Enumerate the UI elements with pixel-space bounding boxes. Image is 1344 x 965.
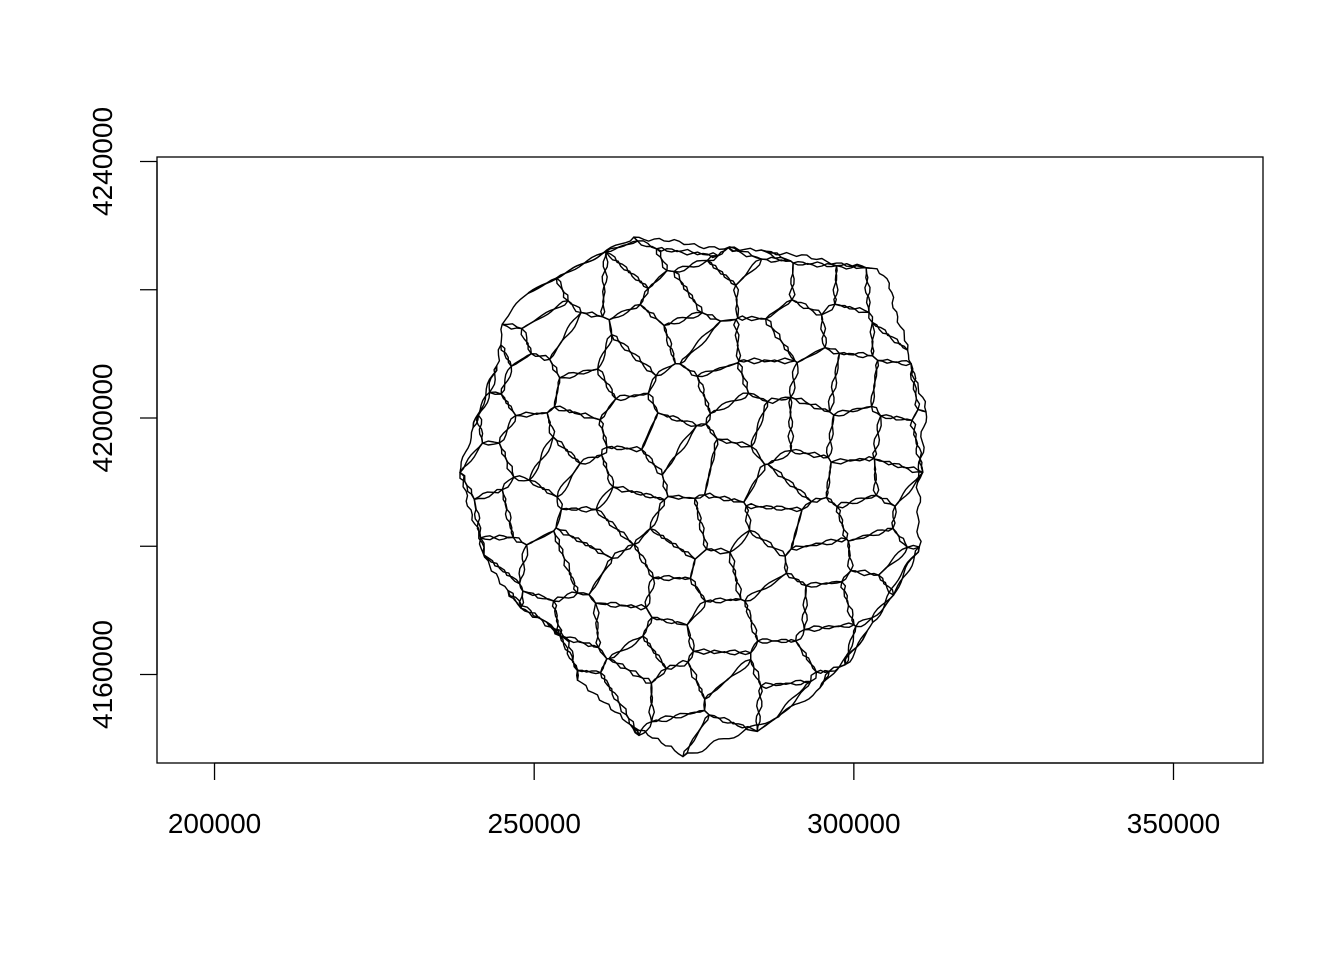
catchment-polygon (498, 411, 556, 481)
catchment-polygon (552, 591, 600, 649)
catchment-polygon (521, 300, 582, 360)
y-tick-label: 4240000 (87, 107, 118, 216)
catchment-polygon (788, 346, 841, 413)
catchment-polygon (802, 581, 855, 631)
catchment-polygon (661, 423, 718, 500)
catchment-polygon (765, 299, 827, 364)
catchment-polygon (828, 351, 880, 416)
catchment-polygon (820, 303, 874, 359)
catchment-polygon (871, 545, 921, 623)
catchment-polygon (598, 392, 659, 453)
catchment-polygon (750, 638, 818, 687)
x-tick-label: 300000 (807, 808, 900, 839)
catchment-polygon (873, 458, 924, 507)
catchment-polygon (840, 570, 895, 628)
catchment-polygon (597, 334, 657, 402)
y-tick-label: 4160000 (87, 620, 118, 729)
catchment-polygon (546, 406, 608, 465)
catchment-polygon (546, 621, 579, 681)
catchment-polygon (556, 454, 615, 513)
y-axis: 4160000 4200000 4240000 (87, 107, 158, 729)
catchment-polygon (608, 303, 677, 377)
catchment-polygon (733, 258, 796, 322)
catchment-polygon (601, 251, 650, 321)
catchment-polygon (649, 494, 708, 560)
catchment-polygon (641, 412, 698, 476)
catchment-polygon (891, 471, 924, 550)
catchment-polygon (599, 658, 655, 737)
catchment-polygon (559, 635, 608, 674)
catchment-polygons (459, 236, 928, 758)
catchment-polygon (642, 616, 695, 670)
catchment-polygon (693, 494, 751, 553)
catchment-polygon (819, 630, 868, 689)
catchment-polygon (827, 405, 882, 463)
catchment-polygon (784, 537, 852, 587)
catchment-polygon (459, 414, 484, 474)
catchment-polygon (689, 548, 742, 603)
catchment-polygon (743, 463, 813, 511)
catchment-polygon (734, 315, 796, 365)
catchment-polygon (729, 529, 788, 602)
catchment-polygon (549, 311, 613, 379)
catchment-polygon (871, 321, 912, 365)
catchment-polygon (836, 494, 896, 542)
catchment-polygon (703, 438, 766, 503)
catchment-polygon (500, 323, 532, 367)
catchment-polygon (605, 240, 668, 290)
catchment-polygon (877, 544, 920, 596)
x-tick-label: 350000 (1127, 808, 1220, 839)
catchment-polygon (776, 669, 830, 718)
catchment-polygon (555, 250, 608, 318)
catchment-polygon (553, 368, 617, 421)
catchment-polygon (472, 365, 498, 429)
catchment-polygon (459, 471, 486, 558)
catchment-polygon (788, 261, 839, 316)
catchment-polygon (479, 534, 529, 585)
catchment-polygon (592, 602, 653, 660)
catchment-polygon (655, 248, 719, 273)
catchment-polygon (553, 527, 613, 596)
x-tick-label: 200000 (168, 808, 261, 839)
catchment-polygon (473, 488, 514, 541)
catchment-polygon (756, 679, 812, 733)
catchment-polygon (870, 359, 921, 421)
catchment-polygon (687, 648, 752, 700)
catchment-polygon (865, 267, 909, 351)
catchment-polygon (501, 476, 563, 546)
catchment-polygon (790, 496, 849, 551)
catchment-polygon (488, 344, 512, 395)
catchment-polygon (737, 357, 798, 403)
catchment-polygon (682, 714, 780, 758)
catchment-polygon (663, 311, 722, 365)
x-axis: 200000 250000 300000 350000 (168, 762, 1220, 839)
catchment-polygon (744, 572, 808, 643)
catchment-polygon (644, 574, 707, 626)
catchment-polygon (528, 436, 581, 498)
catchment-polygon (703, 658, 763, 733)
catchment-polygon (475, 391, 517, 444)
catchment-polygon (576, 669, 640, 737)
catchment-polygon (825, 456, 877, 508)
catchment-polygon (648, 661, 706, 723)
x-tick-label: 250000 (487, 808, 580, 839)
catchment-polygon (555, 506, 635, 559)
catchment-polygon (910, 362, 927, 413)
catchment-polygon (639, 269, 703, 327)
catchment-polygon (767, 448, 832, 503)
catchment-polygon (705, 392, 769, 448)
plot-frame (156, 156, 1264, 764)
y-tick-label: 4200000 (87, 363, 118, 472)
catchment-polygon (588, 543, 654, 611)
catchment-polygon (696, 361, 750, 415)
catchment-polygon (679, 318, 742, 378)
catchment-polygon (633, 527, 696, 582)
catchment-polygon (750, 396, 795, 466)
catchment-polygon (847, 527, 909, 576)
catchment-polygon (673, 259, 740, 322)
catchment-polygon (787, 396, 835, 459)
